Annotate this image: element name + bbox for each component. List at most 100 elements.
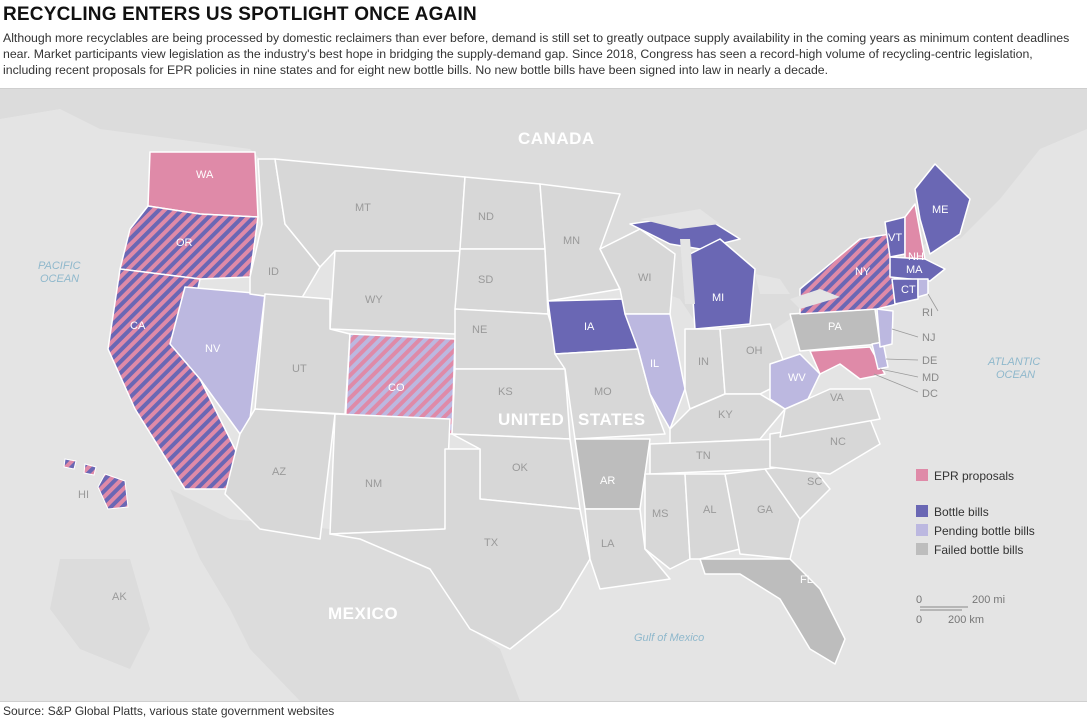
state-label-LA: LA (601, 538, 615, 550)
state-label-NV: NV (205, 343, 221, 355)
source-note: Source: S&P Global Platts, various state… (3, 704, 335, 718)
great-lakes (640, 209, 840, 309)
label-states: STATES (578, 410, 646, 429)
state-label-FL: FL (800, 574, 813, 586)
scale-zero-km: 0 (916, 614, 922, 626)
state-MD[interactable] (809, 346, 886, 380)
scale-bar: 0 200 mi 0 200 km (916, 594, 1005, 626)
map-frame: CANADA UNITED STATES MEXICO PACIFIC OCEA… (0, 88, 1087, 702)
state-GA[interactable] (724, 468, 801, 560)
legend-swatch-epr (916, 469, 928, 481)
ocean-gulf: Gulf of Mexico (634, 632, 704, 644)
state-RI[interactable] (917, 278, 929, 298)
ocean-pacific-line2: OCEAN (40, 273, 79, 285)
label-mexico: MEXICO (328, 604, 398, 623)
ocean-atlantic-line2: OCEAN (996, 369, 1035, 381)
state-WY[interactable] (329, 250, 461, 335)
state-label-MT: MT (355, 202, 371, 214)
state-label-IA: IA (584, 321, 595, 333)
ocean-pacific-line1: PACIFIC (38, 260, 81, 272)
state-NE[interactable] (454, 308, 566, 370)
state-label-ID: ID (268, 266, 279, 278)
legend-swatch-bottle (916, 505, 928, 517)
legend-swatch-failed (916, 543, 928, 555)
state-LA[interactable] (584, 508, 671, 590)
state-WA[interactable] (147, 151, 259, 218)
state-label-GA: GA (757, 504, 774, 516)
state-ND[interactable] (459, 176, 546, 250)
state-label-RI: RI (922, 307, 933, 319)
label-canada: CANADA (518, 129, 595, 148)
state-label-VA: VA (830, 392, 845, 404)
hawaii-island-3 (63, 458, 77, 470)
state-TX[interactable] (329, 448, 591, 650)
state-NM[interactable] (329, 413, 451, 535)
state-CT[interactable] (891, 278, 919, 305)
state-label-NY: NY (855, 266, 871, 278)
state-label-NJ: NJ (922, 332, 935, 344)
state-label-SD: SD (478, 274, 493, 286)
legend-label-pending: Pending bottle bills (934, 524, 1035, 538)
legend-label-failed: Failed bottle bills (934, 543, 1023, 557)
state-ME[interactable] (914, 163, 971, 255)
label-united: UNITED (498, 410, 564, 429)
chart-title: RECYCLING ENTERS US SPOTLIGHT ONCE AGAIN (3, 4, 477, 25)
state-label-KS: KS (498, 386, 513, 398)
state-label-MI: MI (712, 292, 724, 304)
state-label-AK: AK (112, 591, 127, 603)
chart-subtitle: Although more recyclables are being proc… (3, 31, 1070, 77)
state-label-CT: CT (901, 284, 916, 296)
state-label-ME: ME (932, 204, 949, 216)
state-HI[interactable] (97, 473, 129, 510)
state-AR[interactable] (574, 438, 651, 510)
state-AL[interactable] (684, 473, 741, 560)
state-NJ[interactable] (876, 308, 894, 348)
state-label-DE: DE (922, 355, 937, 367)
hawaii-islands (63, 458, 129, 510)
legend: EPR proposals Bottle bills Pending bottl… (916, 469, 1035, 557)
scale-km: 200 km (948, 614, 984, 626)
legend-swatch-pending (916, 524, 928, 536)
state-label-VT: VT (888, 232, 902, 244)
state-label-MO: MO (594, 386, 612, 398)
ocean-atlantic-line1: ATLANTIC (987, 356, 1040, 368)
legend-label-epr: EPR proposals (934, 469, 1014, 483)
state-label-CA: CA (130, 320, 146, 332)
state-label-KY: KY (718, 409, 733, 421)
state-label-IN: IN (698, 356, 709, 368)
state-MI[interactable] (689, 238, 756, 330)
state-label-MA: MA (906, 264, 923, 276)
state-TN[interactable] (649, 438, 781, 475)
state-label-NE: NE (472, 324, 487, 336)
state-label-NH: NH (908, 251, 924, 263)
state-label-SC: SC (807, 476, 822, 488)
state-OR[interactable] (119, 205, 259, 280)
state-label-HI: HI (78, 489, 89, 501)
state-label-NC: NC (830, 436, 846, 448)
state-FL[interactable] (699, 558, 846, 665)
state-label-WY: WY (365, 294, 383, 306)
state-label-UT: UT (292, 363, 307, 375)
state-label-NM: NM (365, 478, 382, 490)
scale-zero-mi: 0 (916, 594, 922, 606)
state-WV[interactable] (769, 353, 821, 410)
state-label-TX: TX (484, 537, 499, 549)
legend-label-bottle: Bottle bills (934, 505, 989, 519)
state-label-PA: PA (828, 321, 843, 333)
state-label-IL: IL (650, 358, 659, 370)
state-label-DC: DC (922, 388, 938, 400)
state-label-AL: AL (703, 504, 716, 516)
state-label-WV: WV (788, 372, 806, 384)
state-label-OK: OK (512, 462, 529, 474)
state-MS[interactable] (644, 473, 691, 570)
state-label-CO: CO (388, 382, 405, 394)
state-label-TN: TN (696, 450, 711, 462)
state-label-AR: AR (600, 475, 615, 487)
state-label-OH: OH (746, 345, 763, 357)
mexico-landmass (170, 489, 520, 701)
state-MA[interactable] (889, 256, 946, 282)
state-label-OR: OR (176, 237, 193, 249)
state-label-AZ: AZ (272, 466, 286, 478)
state-SD[interactable] (454, 248, 549, 315)
hawaii-island-2 (83, 463, 97, 476)
